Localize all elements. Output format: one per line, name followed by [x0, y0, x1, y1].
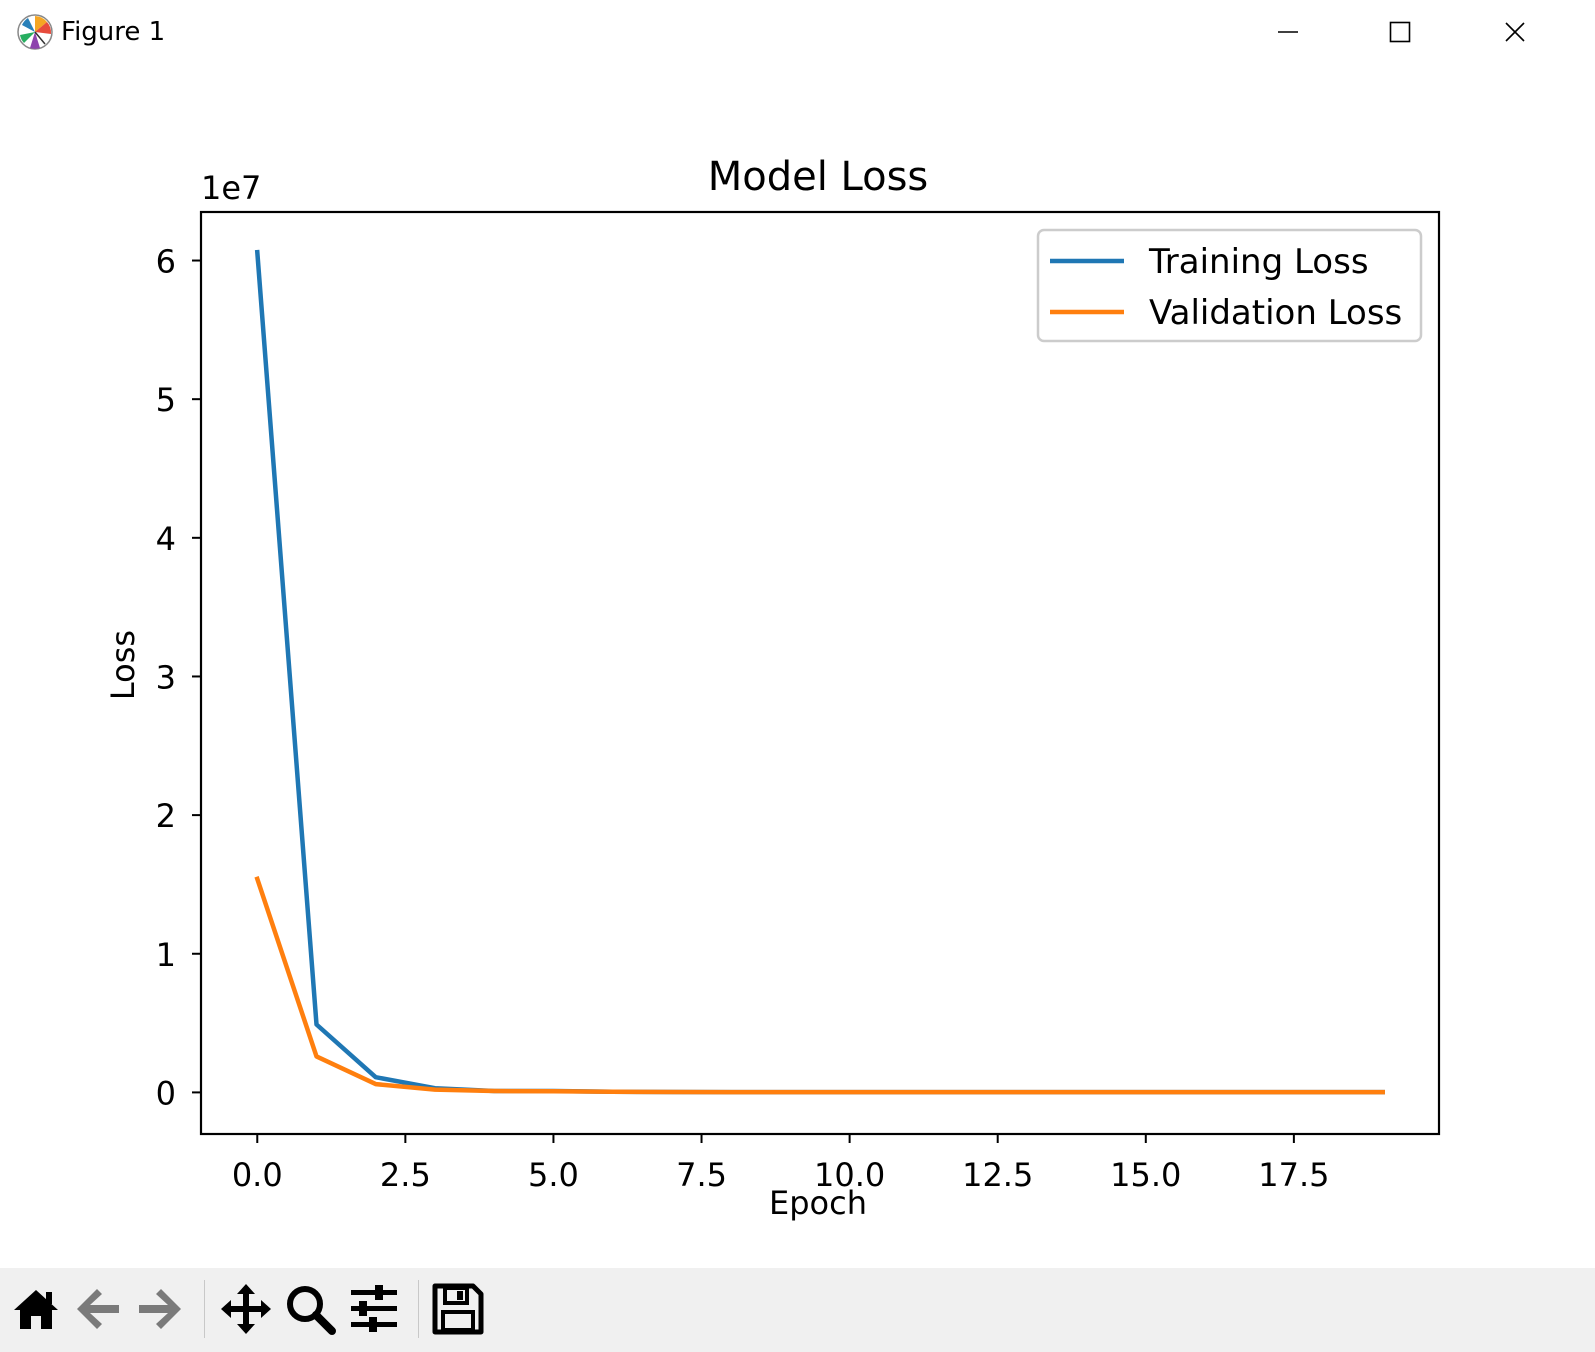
pan-button[interactable] — [218, 1280, 274, 1338]
back-arrow-icon — [77, 1289, 119, 1329]
y-ticks: 0 1 2 3 4 5 6 — [156, 243, 201, 1112]
save-button[interactable] — [430, 1280, 486, 1338]
title-bar: Figure 1 — [0, 0, 1595, 68]
save-icon — [432, 1283, 484, 1335]
legend-label: Validation Loss — [1149, 293, 1402, 333]
forward-button[interactable] — [132, 1280, 188, 1338]
x-tick-label: 15.0 — [1110, 1156, 1181, 1194]
maximize-icon — [1389, 21, 1410, 43]
chart-title: Model Loss — [708, 154, 929, 200]
x-tick-label: 5.0 — [528, 1156, 579, 1194]
y-axis-label: Loss — [104, 630, 142, 700]
legend: Training Loss Validation Loss — [1036, 228, 1423, 343]
series-line-training-loss — [254, 249, 1385, 1095]
zoom-button[interactable] — [282, 1280, 338, 1338]
legend-box — [1036, 228, 1423, 343]
navigation-toolbar — [0, 1268, 1595, 1352]
forward-arrow-icon — [139, 1289, 181, 1329]
toolbar-separator — [204, 1280, 205, 1338]
x-tick-label: 12.5 — [962, 1156, 1033, 1194]
matplotlib-logo-icon — [17, 14, 53, 50]
axes-frame — [199, 210, 1441, 1136]
home-icon — [14, 1290, 58, 1329]
x-axis-label: Epoch — [769, 1184, 867, 1222]
maximize-button[interactable] — [1342, 0, 1457, 64]
figure-canvas[interactable]: Model Loss 1e7 0.0 2.5 5.0 7.5 10.0 12.5 15.0 1… — [0, 68, 1595, 1268]
back-button[interactable] — [70, 1280, 126, 1338]
plot-lines — [254, 249, 1385, 1095]
x-tick-label: 10.0 — [814, 1156, 885, 1194]
series-line-validation-loss — [254, 876, 1385, 1095]
minimize-button[interactable] — [1230, 0, 1345, 64]
window-title: Figure 1 — [61, 17, 166, 47]
y-tick-label: 2 — [156, 797, 176, 835]
legend-label: Training Loss — [1148, 242, 1369, 282]
x-ticks: 0.0 2.5 5.0 7.5 10.0 12.5 15.0 17.5 — [232, 1134, 1330, 1194]
configure-subplots-icon — [351, 1285, 397, 1332]
y-tick-label: 4 — [156, 520, 176, 558]
x-tick-label: 17.5 — [1258, 1156, 1329, 1194]
y-tick-label: 5 — [156, 381, 176, 419]
y-offset-text: 1e7 — [201, 169, 261, 207]
zoom-icon — [287, 1286, 336, 1335]
home-button[interactable] — [8, 1280, 64, 1338]
toolbar-separator — [418, 1280, 419, 1338]
close-icon — [1504, 22, 1525, 42]
minimize-icon — [1277, 31, 1298, 33]
x-tick-label: 0.0 — [232, 1156, 283, 1194]
close-button[interactable] — [1457, 0, 1572, 64]
x-tick-label: 2.5 — [380, 1156, 431, 1194]
y-tick-label: 3 — [156, 658, 176, 696]
configure-subplots-button[interactable] — [346, 1280, 402, 1338]
pan-icon — [221, 1284, 271, 1334]
y-tick-label: 1 — [156, 936, 176, 974]
y-tick-label: 6 — [156, 243, 176, 281]
y-tick-label: 0 — [156, 1074, 176, 1112]
x-tick-label: 7.5 — [676, 1156, 727, 1194]
